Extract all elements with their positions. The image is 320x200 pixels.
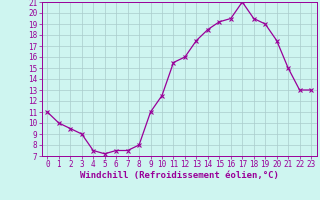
X-axis label: Windchill (Refroidissement éolien,°C): Windchill (Refroidissement éolien,°C) (80, 171, 279, 180)
